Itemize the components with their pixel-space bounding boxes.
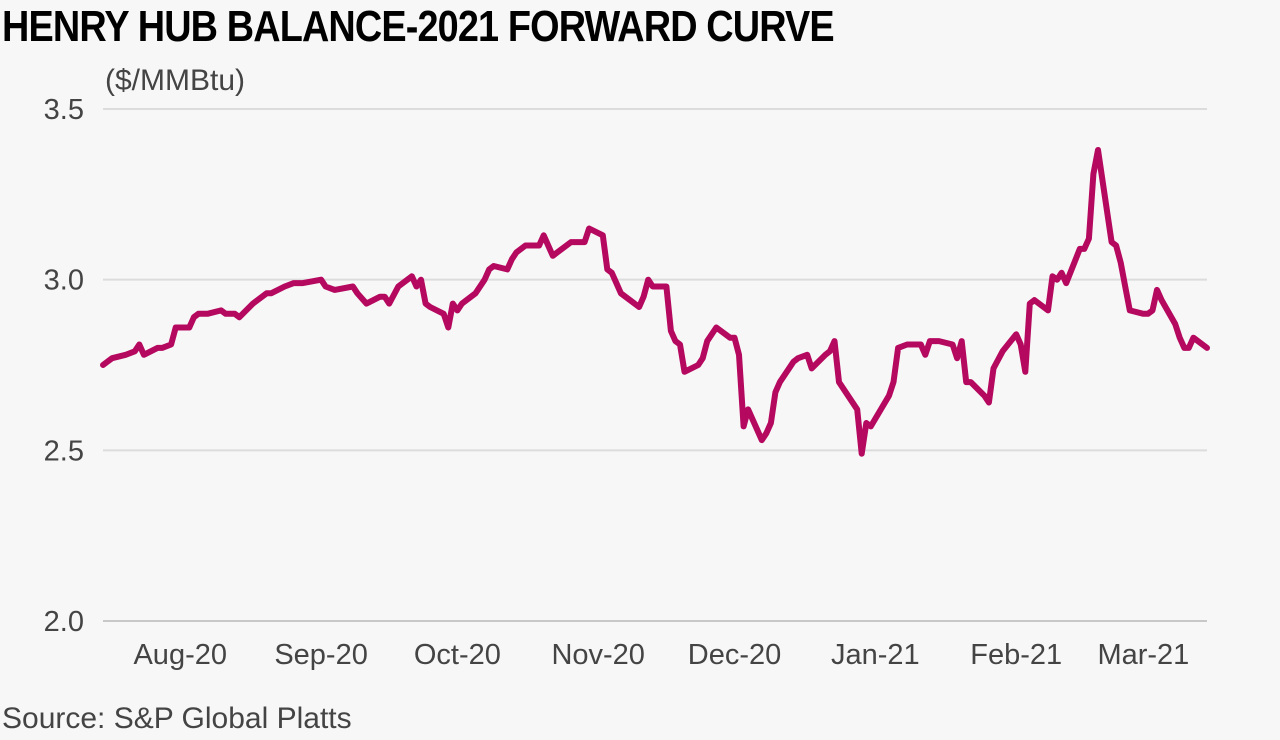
x-tick-label: Nov-20 (551, 639, 645, 671)
x-tick-label: Dec-20 (688, 639, 782, 671)
x-tick-label: Feb-21 (970, 639, 1062, 671)
x-tick-label: Oct-20 (414, 639, 501, 671)
x-tick-label: Sep-20 (274, 639, 368, 671)
y-tick-label: 3.0 (44, 265, 84, 297)
y-tick-label: 2.5 (44, 435, 84, 467)
x-tick-label: Mar-21 (1097, 639, 1189, 671)
y-axis-unit-label: ($/MMBtu) (105, 64, 246, 97)
chart-title: HENRY HUB BALANCE-2021 FORWARD CURVE (2, 2, 835, 51)
y-tick-label: 3.5 (44, 94, 84, 126)
gridlines (103, 108, 1207, 622)
series-line (100, 147, 1210, 457)
y-axis-ticks: 2.0 2.5 3.0 3.5 (44, 94, 84, 638)
x-tick-label: Aug-20 (133, 639, 227, 671)
y-tick-label: 2.0 (44, 606, 84, 638)
x-tick-label: Jan-21 (831, 639, 920, 671)
source-note: Source: S&P Global Platts (2, 702, 352, 735)
x-axis-ticks: Aug-20 Sep-20 Oct-20 Nov-20 Dec-20 Jan-21 Feb-… (133, 639, 1189, 671)
series-lines (100, 147, 1210, 457)
